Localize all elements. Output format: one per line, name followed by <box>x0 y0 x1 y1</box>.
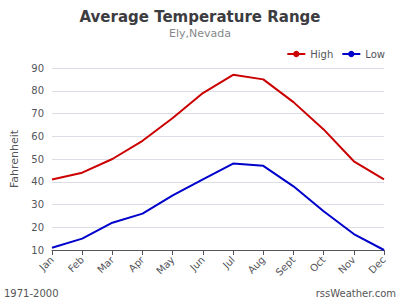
svg-text:Aug: Aug <box>246 254 268 276</box>
svg-text:1971-2000: 1971-2000 <box>4 288 59 299</box>
svg-text:50: 50 <box>31 154 44 165</box>
svg-text:40: 40 <box>31 176 44 187</box>
svg-text:Jul: Jul <box>220 254 237 271</box>
svg-text:Sept: Sept <box>273 254 297 278</box>
svg-text:Low: Low <box>365 49 385 60</box>
svg-text:Fahrenheit: Fahrenheit <box>8 129 21 188</box>
svg-text:Oct: Oct <box>308 254 328 274</box>
svg-text:Apr: Apr <box>126 253 147 274</box>
svg-text:Jan: Jan <box>37 254 56 273</box>
svg-text:60: 60 <box>31 131 44 142</box>
svg-text:Feb: Feb <box>66 254 86 274</box>
svg-text:rssWeather.com: rssWeather.com <box>316 288 396 299</box>
svg-text:High: High <box>310 49 333 60</box>
svg-text:80: 80 <box>31 85 44 96</box>
svg-text:Nov: Nov <box>336 254 358 276</box>
svg-text:Ely,Nevada: Ely,Nevada <box>169 27 231 40</box>
svg-text:90: 90 <box>31 63 44 74</box>
svg-text:Average Temperature Range: Average Temperature Range <box>79 8 320 26</box>
svg-text:May: May <box>154 254 176 276</box>
svg-text:30: 30 <box>31 199 44 210</box>
svg-text:Jun: Jun <box>187 254 207 274</box>
svg-text:Mar: Mar <box>95 253 117 275</box>
svg-text:Dec: Dec <box>366 254 387 275</box>
svg-text:20: 20 <box>31 222 44 233</box>
svg-text:70: 70 <box>31 108 44 119</box>
svg-text:10: 10 <box>31 245 44 256</box>
